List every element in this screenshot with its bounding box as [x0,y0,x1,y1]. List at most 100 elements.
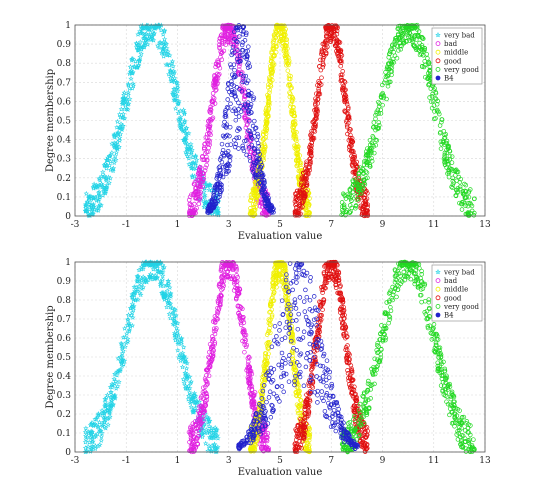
scatter-point [117,354,124,360]
scatter-point [294,188,300,194]
scatter-point [399,23,405,29]
scatter-point [215,63,221,68]
scatter-point [349,198,354,204]
scatter-point [410,42,416,48]
scatter-point [127,85,133,91]
scatter-point [284,63,289,68]
scatter-point [129,291,135,297]
scatter-point [114,143,120,149]
scatter-point [171,86,177,92]
scatter-point [338,59,343,64]
scatter-point [252,146,258,152]
scatter-point [229,276,235,281]
scatter-point [252,162,258,168]
scatter-point [141,33,147,39]
scatter-point [273,280,278,285]
scatter-point [259,163,265,168]
scatter-point [226,162,231,168]
scatter-point [425,56,430,61]
scatter-point [339,212,344,218]
scatter-point [95,183,101,189]
scatter-point [232,144,238,150]
scatter-point [201,204,207,210]
scatter-point [135,296,141,302]
scatter-point [238,322,244,328]
scatter-point [320,290,325,295]
scatter-point [271,280,276,286]
scatter-point [189,427,195,432]
scatter-point [129,309,135,315]
scatter-point [186,161,192,167]
scatter-point [309,131,314,137]
scatter-point [178,114,184,120]
scatter-point [120,334,126,340]
scatter-point [248,133,254,138]
scatter-point [234,293,240,299]
scatter-point [240,31,246,37]
scatter-point [292,113,297,119]
y-tick-label: 0.5 [57,117,72,127]
scatter-point [347,135,353,141]
scatter-point [387,51,392,57]
x-axis-label: Evaluation value [238,231,323,242]
scatter-point [193,421,199,426]
scatter-point [255,134,261,139]
scatter-point [217,284,223,290]
scatter-point [210,354,216,359]
scatter-point [203,199,210,205]
scatter-point [203,440,209,446]
scatter-point [246,377,251,382]
scatter-point [219,32,224,37]
scatter-point [168,293,174,299]
scatter-point [108,394,114,400]
scatter-point [125,312,132,318]
scatter-point [161,264,167,270]
scatter-point [314,108,320,113]
scatter-point [174,79,180,85]
scatter-point [228,101,233,107]
scatter-point [174,327,181,334]
scatter-point [431,103,437,108]
scatter-point [202,147,207,152]
scatter-point [83,433,89,439]
scatter-point [187,439,192,445]
scatter-point [135,31,141,37]
scatter-point [354,164,360,169]
y-tick-label: 0.8 [57,59,72,69]
scatter-point [344,124,350,130]
scatter-point [462,181,467,187]
scatter-point [205,415,212,421]
scatter-point [200,153,205,159]
scatter-point [212,331,218,337]
scatter-point [206,118,211,124]
scatter-point [219,279,224,285]
scatter-point [181,127,188,133]
scatter-point [126,320,132,326]
scatter-point [220,133,226,139]
scatter-point [453,193,458,198]
scatter-point [147,271,154,277]
scatter-point [183,373,189,379]
scatter-point [299,182,304,188]
scatter-point [379,95,384,100]
scatter-point [216,73,221,78]
scatter-point [161,27,168,33]
scatter-point [247,105,252,111]
scatter-point [163,61,169,68]
scatter-point [193,399,199,405]
scatter-point [119,114,126,120]
scatter-point [262,194,267,200]
scatter-point [318,57,323,63]
scatter-point [188,391,194,397]
scatter-point [427,68,432,74]
scatter-point [365,146,370,151]
scatter-point [398,47,404,52]
scatter-point [243,32,249,38]
scatter-point [204,162,209,168]
scatter-point [272,34,277,39]
scatter-point [113,385,119,391]
scatter-point [132,58,139,64]
legend-entry-label: bad [444,40,458,48]
scatter-point [271,270,277,276]
scatter-point [88,421,95,427]
